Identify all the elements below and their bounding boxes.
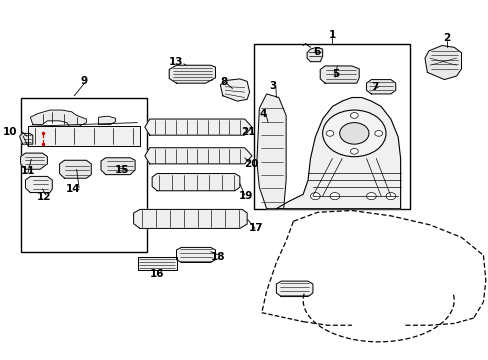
Circle shape: [385, 193, 395, 200]
Circle shape: [329, 193, 339, 200]
Circle shape: [366, 193, 375, 200]
Text: 3: 3: [269, 81, 276, 91]
Text: 16: 16: [149, 269, 164, 279]
Text: 19: 19: [239, 191, 253, 201]
Text: 9: 9: [80, 76, 87, 86]
Polygon shape: [60, 160, 91, 178]
Text: 12: 12: [37, 192, 51, 202]
Circle shape: [350, 148, 358, 154]
Circle shape: [339, 123, 368, 144]
Polygon shape: [306, 47, 322, 62]
Polygon shape: [152, 174, 239, 191]
Polygon shape: [20, 153, 47, 169]
Polygon shape: [320, 66, 359, 83]
Polygon shape: [176, 247, 215, 262]
Circle shape: [350, 113, 358, 118]
Circle shape: [374, 131, 382, 136]
Polygon shape: [101, 158, 135, 175]
Circle shape: [325, 131, 333, 136]
Polygon shape: [276, 281, 312, 297]
Polygon shape: [169, 65, 215, 83]
Polygon shape: [256, 94, 285, 209]
Text: 1: 1: [328, 30, 335, 40]
Text: 15: 15: [115, 165, 129, 175]
Polygon shape: [133, 210, 246, 228]
Text: 5: 5: [331, 69, 338, 79]
Polygon shape: [28, 126, 140, 146]
Text: 4: 4: [259, 109, 266, 119]
Polygon shape: [144, 119, 251, 135]
Polygon shape: [276, 98, 400, 209]
Text: 10: 10: [2, 127, 17, 136]
Circle shape: [310, 193, 320, 200]
Bar: [254, 44, 409, 209]
Polygon shape: [137, 257, 176, 270]
Polygon shape: [220, 79, 249, 101]
Text: 8: 8: [220, 77, 227, 87]
Circle shape: [322, 110, 385, 157]
Polygon shape: [25, 176, 52, 193]
Text: 18: 18: [211, 252, 225, 262]
Polygon shape: [366, 80, 395, 94]
Polygon shape: [424, 45, 461, 80]
Text: 11: 11: [20, 166, 35, 176]
Polygon shape: [20, 134, 33, 144]
Polygon shape: [144, 148, 251, 164]
Text: 13: 13: [169, 57, 183, 67]
Text: 21: 21: [241, 127, 255, 136]
Text: 14: 14: [66, 184, 81, 194]
Text: 20: 20: [244, 159, 258, 169]
Text: 6: 6: [312, 47, 320, 57]
Text: 2: 2: [442, 33, 449, 43]
Polygon shape: [30, 110, 86, 126]
Text: 17: 17: [248, 224, 263, 233]
Text: 7: 7: [371, 82, 378, 93]
Bar: [20, 98, 147, 252]
Polygon shape: [99, 116, 115, 125]
